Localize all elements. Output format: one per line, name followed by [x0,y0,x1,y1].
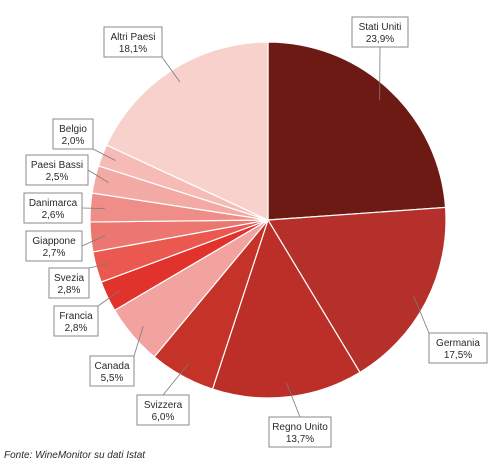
pie-slice-stati-uniti [267,41,447,221]
label-frame [136,394,190,426]
label-frame [89,355,135,387]
leader-line [162,363,190,396]
slice-value-label: 2,8% [58,285,81,296]
slice-category-label: Regno Unito [272,422,328,433]
label-frame [428,332,488,364]
label-frame [268,416,332,448]
slice-value-label: 23,9% [366,34,394,45]
slice-value-label: 5,5% [101,373,124,384]
slice-value-label: 2,6% [42,210,65,221]
leader-line [97,290,121,307]
leader-line [88,263,111,269]
leader-line [87,169,109,183]
label-frame [25,154,89,186]
label-frame [103,26,163,58]
slice-category-label: Francia [59,311,93,322]
label-leader-lines [81,46,430,418]
leader-line [92,148,116,161]
label-frame [53,305,99,337]
pie-slice-regno-unito [211,218,361,399]
slice-value-label: 13,7% [286,434,314,445]
label-frame [52,118,94,150]
pie-slices [89,41,447,399]
slice-category-label: Belgio [59,124,87,135]
pie-slice-germania [266,206,447,374]
slice-value-label: 2,5% [46,172,69,183]
slice-category-label: Paesi Bassi [31,160,83,171]
slice-category-label: Svezia [54,273,84,284]
leader-line [133,325,144,357]
slice-value-label: 2,8% [65,323,88,334]
label-frame [351,16,409,48]
source-note: Fonte: WineMonitor su dati Istat [4,450,146,461]
slice-category-label: Giappone [32,236,76,247]
slice-value-label: 17,5% [444,350,472,361]
slice-value-label: 6,0% [152,412,175,423]
label-frame [23,192,83,224]
slice-category-label: Danimarca [29,198,78,209]
slice-category-label: Germania [436,338,480,349]
slice-value-label: 2,7% [43,248,66,259]
pie-slice-altri-paesi [105,41,269,221]
label-frame [25,230,83,262]
slice-value-label: 18,1% [119,44,147,55]
slice-category-label: Canada [94,361,129,372]
leader-line [161,56,181,83]
slice-category-label: Stati Uniti [359,22,402,33]
label-frame [48,267,90,299]
slice-category-label: Svizzera [144,400,183,411]
slice-value-label: 2,0% [62,136,85,147]
leader-line [286,382,301,418]
slice-category-label: Altri Paesi [110,32,155,43]
leader-line [81,235,106,247]
leader-line [412,295,430,334]
